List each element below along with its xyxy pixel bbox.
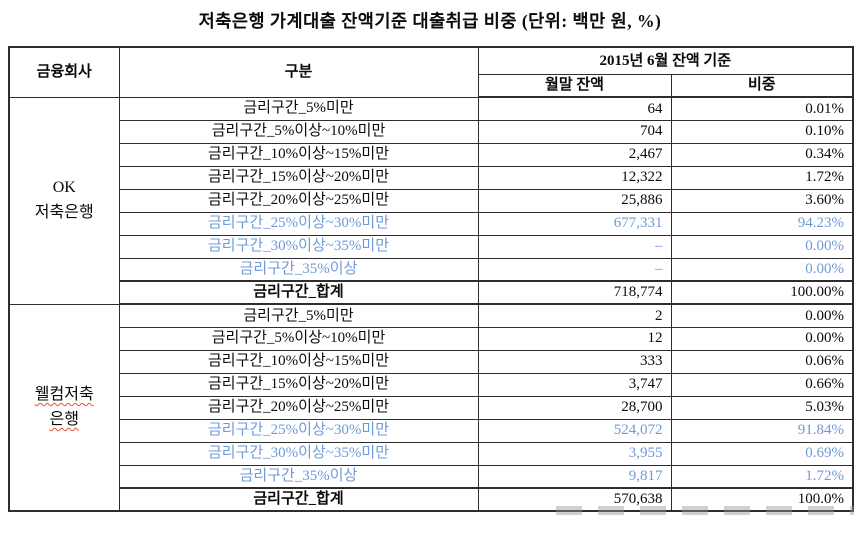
share-cell: 0.00% (670, 303, 854, 328)
col-header-period: 2015년 6월 잔액 기준 (477, 46, 854, 75)
category-cell: 금리구간_35%이상 (118, 257, 479, 282)
share-cell: 0.66% (670, 372, 854, 397)
balance-cell: 12,322 (477, 165, 672, 190)
share-cell: 0.34% (670, 142, 854, 167)
category-cell: 금리구간_20%이상~25%미만 (118, 395, 479, 420)
balance-cell: 64 (477, 96, 672, 121)
balance-cell: 677,331 (477, 211, 672, 236)
category-cell: 금리구간_5%미만 (118, 96, 479, 121)
table-row: 금리구간_5%이상~10%미만 704 0.10% (9, 119, 854, 144)
table-row-total: 금리구간_합계 570,638 100.0% (9, 487, 854, 512)
category-cell: 금리구간_25%이상~30%미만 (118, 418, 479, 443)
share-cell: 1.72% (670, 464, 854, 489)
table-row: OK 저축은행 금리구간_5%미만 64 0.01% (8, 96, 854, 305)
share-cell: 0.00% (670, 257, 854, 282)
share-cell: 1.72% (670, 165, 854, 190)
balance-cell: – (477, 234, 672, 259)
table-row: 금리구간_15%이상~20%미만 12,322 1.72% (9, 165, 854, 190)
share-cell: 5.03% (670, 395, 854, 420)
table-row-highlighted: 금리구간_30%이상~35%미만 – 0.00% (9, 234, 854, 259)
share-cell: 0.00% (670, 234, 854, 259)
table-row-highlighted: 금리구간_25%이상~30%미만 677,331 94.23% (9, 211, 854, 236)
category-cell: 금리구간_5%이상~10%미만 (118, 326, 479, 351)
col-header-company: 금융회사 (8, 46, 120, 98)
table-row: 금리구간_10%이상~15%미만 2,467 0.34% (9, 142, 854, 167)
category-cell: 금리구간_30%이상~35%미만 (118, 234, 479, 259)
share-cell: 100.00% (670, 280, 854, 305)
balance-cell: – (477, 257, 672, 282)
col-header-category: 구분 (118, 46, 479, 98)
category-cell: 금리구간_15%이상~20%미만 (118, 372, 479, 397)
table-row-highlighted: 금리구간_25%이상~30%미만 524,072 91.84% (9, 418, 854, 443)
balance-cell: 3,955 (477, 441, 672, 466)
balance-cell: 25,886 (477, 188, 672, 213)
col-header-share: 비중 (670, 73, 854, 98)
share-cell: 91.84% (670, 418, 854, 443)
category-cell: 금리구간_5%미만 (118, 303, 479, 328)
table-row: 금리구간_5%이상~10%미만 12 0.00% (9, 326, 854, 351)
category-cell: 금리구간_5%이상~10%미만 (118, 119, 479, 144)
table-subheader-row: 월말 잔액 비중 (9, 73, 854, 98)
company-name-line: OK (52, 179, 76, 197)
share-cell: 3.60% (670, 188, 854, 213)
category-cell: 금리구간_10%이상~15%미만 (118, 142, 479, 167)
share-cell: 0.06% (670, 349, 854, 374)
table-row: 금리구간_20%이상~25%미만 28,700 5.03% (9, 395, 854, 420)
category-cell: 금리구간_35%이상 (118, 464, 479, 489)
balance-cell: 2 (477, 303, 672, 328)
category-cell: 금리구간_25%이상~30%미만 (118, 211, 479, 236)
balance-cell: 570,638 (477, 487, 672, 512)
col-header-balance: 월말 잔액 (477, 73, 672, 98)
table-header-row: 금융회사 구분 2015년 6월 잔액 기준 (8, 46, 854, 98)
table-row-highlighted: 금리구간_35%이상 9,817 1.72% (9, 464, 854, 489)
category-cell: 금리구간_10%이상~15%미만 (118, 349, 479, 374)
balance-cell: 704 (477, 119, 672, 144)
balance-cell: 9,817 (477, 464, 672, 489)
share-cell: 0.01% (670, 96, 854, 121)
company-cell: 웰컴저축 은행 (8, 303, 120, 512)
category-cell: 금리구간_30%이상~35%미만 (118, 441, 479, 466)
share-cell: 100.0% (670, 487, 854, 512)
balance-cell: 28,700 (477, 395, 672, 420)
category-cell: 금리구간_합계 (118, 487, 479, 512)
share-cell: 0.69% (670, 441, 854, 466)
company-name-line: 은행 (49, 410, 79, 428)
balance-cell: 333 (477, 349, 672, 374)
table-row: 웰컴저축 은행 금리구간_5%미만 2 0.00% (8, 303, 854, 512)
page-title: 저축은행 가계대출 잔액기준 대출취급 비중 (단위: 백만 원, %) (198, 11, 662, 31)
table-row-highlighted: 금리구간_35%이상 – 0.00% (9, 257, 854, 282)
table-row: 금리구간_15%이상~20%미만 3,747 0.66% (9, 372, 854, 397)
loan-share-table: 금융회사 구분 2015년 6월 잔액 기준 월말 잔액 비중 OK 저축은행 … (8, 46, 854, 512)
category-cell: 금리구간_20%이상~25%미만 (118, 188, 479, 213)
table-row: 금리구간_10%이상~15%미만 333 0.06% (9, 349, 854, 374)
share-cell: 94.23% (670, 211, 854, 236)
share-cell: 0.00% (670, 326, 854, 351)
table-row-highlighted: 금리구간_30%이상~35%미만 3,955 0.69% (9, 441, 854, 466)
company-cell: OK 저축은행 (8, 96, 120, 305)
balance-cell: 3,747 (477, 372, 672, 397)
company-name-line: 저축은행 (34, 204, 94, 221)
category-cell: 금리구간_합계 (118, 280, 479, 305)
table-row-total: 금리구간_합계 718,774 100.00% (9, 280, 854, 305)
share-cell: 0.10% (670, 119, 854, 144)
balance-cell: 2,467 (477, 142, 672, 167)
balance-cell: 718,774 (477, 280, 672, 305)
company-name-line: 웰컴저축 (34, 386, 94, 404)
balance-cell: 524,072 (477, 418, 672, 443)
category-cell: 금리구간_15%이상~20%미만 (118, 165, 479, 190)
balance-cell: 12 (477, 326, 672, 351)
table-row: 금리구간_20%이상~25%미만 25,886 3.60% (9, 188, 854, 213)
